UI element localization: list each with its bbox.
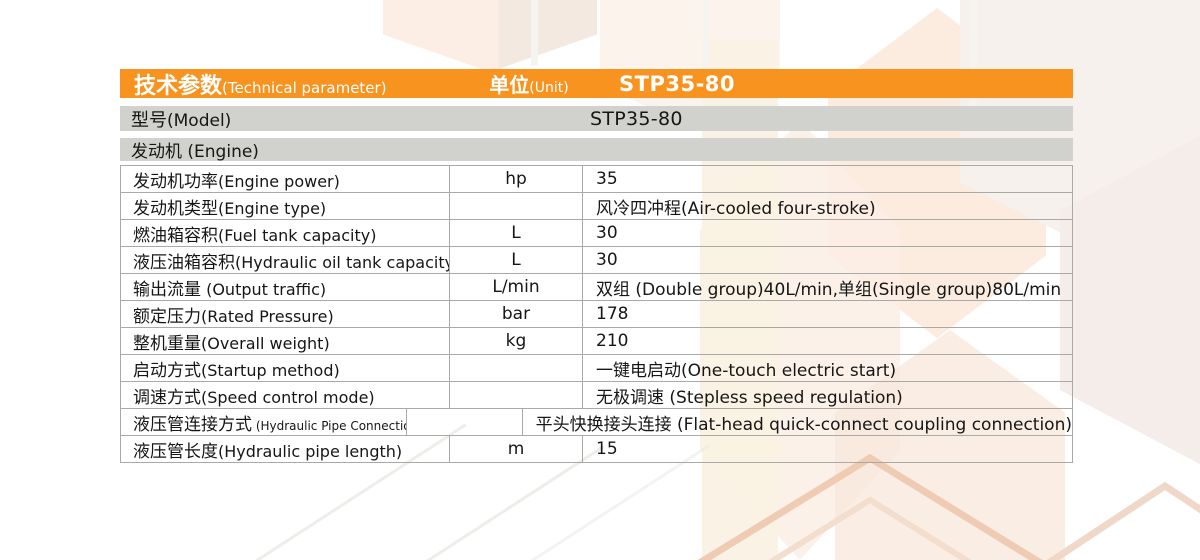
header-title-cell: 技术参数(Technical parameter) (120, 68, 462, 100)
spec-label-zh: 调速方式 (133, 387, 201, 408)
spec-label-en: (Hydraulic pipe length) (218, 441, 403, 461)
header-unit-en: (Unit) (529, 80, 569, 96)
section-label: 发动机 (Engine) (131, 142, 259, 162)
table-row: 输出流量 (Output traffic) L/min 双组 (Double gro… (121, 274, 1072, 301)
spec-unit-cell: L (449, 247, 583, 273)
spec-label-en: (Output traffic) (201, 279, 327, 299)
spec-label-cell: 燃油箱容积(Fuel tank capacity) (121, 221, 449, 246)
spec-label-zh: 发动机类型 (133, 198, 218, 219)
spec-label-en: (Rated Pressure) (201, 306, 334, 326)
header-model-number: STP35-80 (619, 71, 736, 96)
spec-unit-cell (406, 409, 523, 435)
spec-value-cell: 35 (596, 169, 618, 189)
spec-label-zh: 液压管连接方式 (133, 414, 252, 435)
spec-label-en: (Hydraulic Pipe Connection Method) (255, 418, 407, 433)
spec-label-zh: 额定压力 (133, 306, 201, 327)
spec-unit-cell: L (449, 220, 583, 246)
spec-label-en: (Hydraulic oil tank capacity) (235, 252, 449, 272)
spec-label-cell: 输出流量 (Output traffic) (121, 275, 449, 300)
spec-label-cell: 额定压力(Rated Pressure) (121, 302, 449, 327)
spec-grid: 发动机功率(Engine power) hp 35 发动机类型(Engine type… (120, 165, 1073, 463)
table-row: 液压油箱容积(Hydraulic oil tank capacity) L 30 (121, 247, 1072, 274)
spec-unit-cell: bar (449, 301, 583, 327)
header-model-cell: STP35-80 (610, 72, 735, 96)
spec-label-cell: 启动方式(Startup method) (121, 356, 449, 381)
spec-value-cell: 30 (596, 250, 618, 270)
spec-label-en: (Startup method) (201, 360, 340, 380)
spec-label-cell: 发动机功率(Engine power) (121, 167, 449, 192)
spec-label-cell: 液压油箱容积(Hydraulic oil tank capacity) (121, 248, 449, 273)
spec-unit-cell: kg (449, 328, 583, 354)
table-row: 调速方式(Speed control mode) 无极调速 (Stepless s… (121, 382, 1072, 409)
model-row: 型号(Model) STP35-80 (120, 106, 1073, 131)
table-row: 液压管连接方式 (Hydraulic Pipe Connection Metho… (121, 409, 1072, 436)
spec-label-cell: 整机重量(Overall weight) (121, 329, 449, 354)
spec-value-cell: 178 (596, 304, 629, 324)
table-row: 整机重量(Overall weight) kg 210 (121, 328, 1072, 355)
spec-unit-cell: L/min (449, 274, 583, 300)
spec-label-zh: 输出流量 (133, 279, 201, 300)
spec-label-cell: 调速方式(Speed control mode) (121, 383, 449, 408)
section-row-engine: 发动机 (Engine) (120, 138, 1073, 162)
model-label: 型号(Model) (120, 106, 231, 132)
spec-label-zh: 液压油箱容积 (133, 252, 235, 273)
spec-value-cell: 风冷四冲程(Air-cooled four-stroke) (596, 198, 876, 219)
spec-value-cell: 双组 (Double group)40L/min,单组(Single group… (596, 279, 1062, 300)
spec-label-cell: 液压管长度(Hydraulic pipe length) (121, 437, 449, 462)
spec-label-zh: 整机重量 (133, 333, 201, 354)
table-row: 发动机功率(Engine power) hp 35 (121, 166, 1072, 193)
spec-unit-cell (449, 382, 583, 408)
table-header-row: 技术参数(Technical parameter) 单位(Unit) STP35… (120, 68, 1073, 100)
table-row: 发动机类型(Engine type) 风冷四冲程(Air-cooled four-… (121, 193, 1072, 220)
spec-value-cell: 一键电启动(One-touch electric start) (596, 360, 897, 381)
model-label-zh: 型号 (131, 109, 167, 131)
spec-unit-cell (449, 355, 583, 381)
spec-label-zh: 燃油箱容积 (133, 225, 218, 246)
spec-unit-cell (449, 193, 583, 219)
spec-label-en: (Engine type) (218, 198, 327, 218)
spec-label-cell: 液压管连接方式 (Hydraulic Pipe Connection Metho… (121, 410, 406, 435)
spec-label-en: (Overall weight) (201, 333, 330, 353)
header-unit-zh: 单位 (489, 73, 530, 97)
spec-unit-cell: m (449, 436, 583, 462)
spec-value-cell: 平头快换接头连接 (Flat-head quick-connect coupli… (535, 414, 1072, 435)
spec-label-zh: 发动机功率 (133, 171, 218, 192)
spec-label-en: (Fuel tank capacity) (218, 225, 377, 245)
table-row: 启动方式(Startup method) 一键电启动(One-touch elec… (121, 355, 1072, 382)
table-row: 燃油箱容积(Fuel tank capacity) L 30 (121, 220, 1072, 247)
spec-unit-cell: hp (449, 166, 583, 192)
model-label-en: (Model) (167, 110, 232, 131)
spec-value-cell: 30 (596, 223, 618, 243)
spec-value-cell: 15 (596, 439, 618, 459)
model-value: STP35-80 (590, 107, 683, 130)
header-title-en: (Technical parameter) (222, 78, 387, 97)
spec-label-en: (Engine power) (218, 171, 340, 191)
spec-label-zh: 启动方式 (133, 360, 201, 381)
spec-label-en: (Speed control mode) (201, 387, 375, 407)
header-title-zh: 技术参数 (134, 73, 223, 99)
table-row: 额定压力(Rated Pressure) bar 178 (121, 301, 1072, 328)
spec-label-zh: 液压管长度 (133, 441, 218, 462)
table-row: 液压管长度(Hydraulic pipe length) m 15 (121, 436, 1072, 462)
spec-label-cell: 发动机类型(Engine type) (121, 194, 449, 219)
spec-value-cell: 无极调速 (Stepless speed regulation) (596, 387, 903, 408)
header-unit-cell: 单位(Unit) (462, 69, 610, 98)
spec-value-cell: 210 (596, 331, 629, 351)
